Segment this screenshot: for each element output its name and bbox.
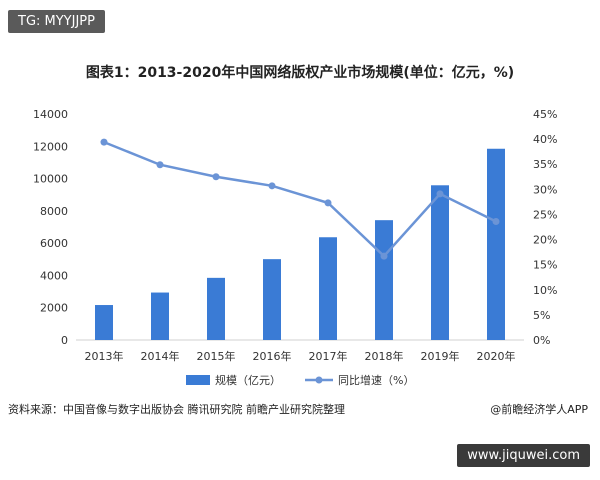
legend-line-label: 同比增速（%） [338,373,414,387]
growth-point [324,199,332,207]
right-tick-label: 20% [533,234,557,247]
growth-point [156,161,164,169]
site-watermark: www.jiquwei.com [457,444,590,467]
x-tick-label: 2018年 [365,349,404,363]
credit: @前瞻经济学人APP [490,403,588,416]
right-tick-label: 35% [533,158,557,171]
bar [207,277,225,340]
left-tick-label: 2000 [40,302,68,315]
x-tick-label: 2017年 [309,349,348,363]
growth-point [380,252,388,260]
bar [151,292,169,340]
growth-point [436,190,444,198]
bar [431,185,449,340]
x-tick-label: 2015年 [197,349,236,363]
legend-bar-swatch [186,375,210,385]
left-tick-label: 8000 [40,205,68,218]
bar [375,220,393,340]
legend-bar-label: 规模（亿元） [215,373,281,387]
chart-title: 图表1：2013-2020年中国网络版权产业市场规模(单位：亿元，%) [85,65,515,81]
right-tick-label: 0% [533,334,550,347]
left-tick-label: 6000 [40,237,68,250]
right-tick-label: 5% [533,309,550,322]
right-tick-label: 15% [533,259,557,272]
right-tick-label: 30% [533,183,557,196]
x-tick-label: 2019年 [421,349,460,363]
left-tick-label: 14000 [33,108,68,121]
x-tick-label: 2020年 [477,349,516,363]
right-tick-label: 10% [533,284,557,297]
growth-line [103,140,497,258]
x-tick-label: 2014年 [141,349,180,363]
tg-badge: TG: MYYJJPP [8,10,105,33]
right-tick-label: 25% [533,208,557,221]
right-tick-label: 45% [533,108,557,121]
left-tick-label: 10000 [33,173,68,186]
left-tick-label: 4000 [40,269,68,282]
x-tick-label: 2016年 [253,349,292,363]
chart: 0 2000 4000 6000 8000 10000 12000 14000 0% 5% 10% 1… [33,108,557,387]
bar [487,148,505,340]
growth-point [492,217,500,225]
source-note: 资料来源：中国音像与数字出版协会 腾讯研究院 前瞻产业研究院整理 [8,403,345,416]
left-tick-label: 0 [61,334,68,347]
bar [263,259,281,340]
left-tick-label: 12000 [33,140,68,153]
growth-point [212,173,220,181]
bar [319,237,337,340]
legend-line-marker [315,376,323,384]
growth-point [268,182,276,190]
right-tick-label: 40% [533,133,557,146]
bar [95,305,113,340]
growth-point [100,138,108,146]
x-tick-label: 2013年 [85,349,124,363]
